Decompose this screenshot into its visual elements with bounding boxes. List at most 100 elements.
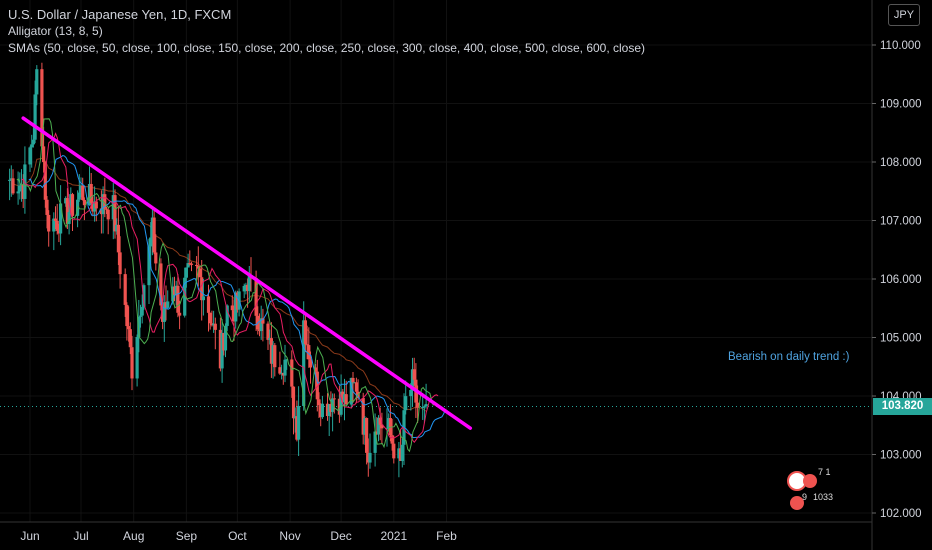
candle-body — [23, 164, 27, 199]
candle-body — [128, 329, 132, 348]
candle-body — [208, 312, 212, 324]
x-tick-label: Sep — [176, 529, 198, 543]
candle-body — [341, 391, 345, 403]
candle-body — [162, 302, 166, 322]
candle-body — [198, 268, 202, 278]
candle-body — [363, 418, 367, 435]
candle-body — [176, 285, 180, 313]
candle-body — [387, 418, 391, 429]
candle-body — [259, 318, 263, 332]
alligator-lines — [16, 118, 446, 453]
candle-body — [353, 382, 357, 384]
candle-body — [339, 391, 343, 415]
candle-body — [138, 315, 143, 317]
badge-icon — [803, 474, 817, 488]
candle-body — [106, 209, 110, 220]
candle-body — [52, 218, 56, 232]
candle-body — [325, 403, 330, 416]
candle-body — [118, 252, 122, 275]
candle-body — [303, 320, 307, 345]
alligator-lips-line — [16, 118, 434, 453]
candle-body — [55, 220, 59, 231]
candle-body — [89, 183, 93, 204]
candle-body — [135, 337, 139, 379]
candle-body — [351, 377, 355, 383]
candle-body — [268, 338, 272, 340]
candle-body — [125, 304, 129, 327]
candle-body — [31, 139, 35, 145]
candle-body — [150, 217, 154, 238]
candle-body — [409, 390, 413, 397]
candle-body — [94, 201, 98, 209]
candle-body — [380, 424, 384, 429]
candle-body — [152, 217, 156, 253]
candle-body — [81, 185, 85, 200]
y-tick-label: 103.000 — [880, 450, 922, 462]
candle-body — [320, 403, 324, 418]
trendline[interactable] — [21, 116, 473, 430]
x-tick-label: Dec — [330, 529, 351, 543]
candle-body — [189, 263, 194, 265]
candle-body — [142, 285, 146, 307]
currency-button[interactable]: JPY — [888, 4, 920, 26]
candle-body — [242, 285, 246, 292]
candle-body — [283, 359, 287, 376]
candle-body — [397, 448, 401, 459]
candle-body — [127, 326, 131, 330]
candle-body — [400, 444, 404, 461]
candle-body — [361, 398, 365, 435]
x-tick-label: Feb — [436, 529, 457, 543]
candle-body — [67, 212, 71, 224]
candle-body — [375, 431, 379, 435]
trendline-segment — [21, 116, 473, 430]
candle-body — [281, 372, 285, 376]
y-tick-label: 105.000 — [880, 333, 922, 345]
candle-body — [57, 230, 61, 234]
candle-body — [149, 237, 153, 247]
candle-body — [172, 286, 177, 295]
candle-body — [247, 275, 251, 292]
candle-body — [404, 396, 408, 411]
candle-body — [178, 312, 182, 316]
candle-body — [232, 310, 236, 322]
candle-body — [424, 404, 428, 407]
candle-body — [392, 443, 396, 459]
candle-body — [293, 416, 297, 419]
candle-body — [378, 417, 382, 425]
candle-body — [295, 416, 299, 440]
candle-body — [399, 448, 403, 461]
candle-body — [271, 345, 275, 364]
badge-icon — [790, 496, 804, 510]
y-tick-label: 110.000 — [880, 40, 921, 52]
candle-body — [18, 185, 22, 192]
candle-body — [319, 405, 323, 418]
candle-body — [59, 203, 63, 234]
chart-legend: U.S. Dollar / Japanese Yen, 1D, FXCM All… — [8, 6, 645, 57]
candle-body — [166, 301, 170, 308]
candle-body — [188, 263, 192, 265]
candle-body — [195, 264, 199, 267]
candle-body — [113, 195, 117, 232]
candle-body — [200, 277, 204, 301]
candle-body — [222, 333, 226, 351]
candle-body — [305, 344, 309, 346]
candle-body — [416, 402, 420, 408]
candle-body — [103, 194, 107, 209]
candle-body — [421, 407, 425, 409]
candle-body — [159, 263, 163, 306]
candle-body — [164, 302, 168, 308]
candle-body — [19, 184, 24, 186]
candle-body — [297, 406, 301, 440]
candle-body — [368, 452, 372, 463]
chart-title: U.S. Dollar / Japanese Yen, 1D, FXCM — [8, 7, 232, 22]
candle-body — [235, 292, 239, 310]
candle-body — [308, 359, 313, 368]
candles — [8, 62, 428, 478]
candle-body — [244, 284, 248, 286]
y-tick-label: 106.000 — [880, 274, 922, 286]
candle-body — [186, 263, 190, 268]
candle-body — [280, 372, 284, 374]
candle-body — [140, 306, 144, 316]
annotation-text: Bearish on daily trend :) — [728, 351, 850, 363]
